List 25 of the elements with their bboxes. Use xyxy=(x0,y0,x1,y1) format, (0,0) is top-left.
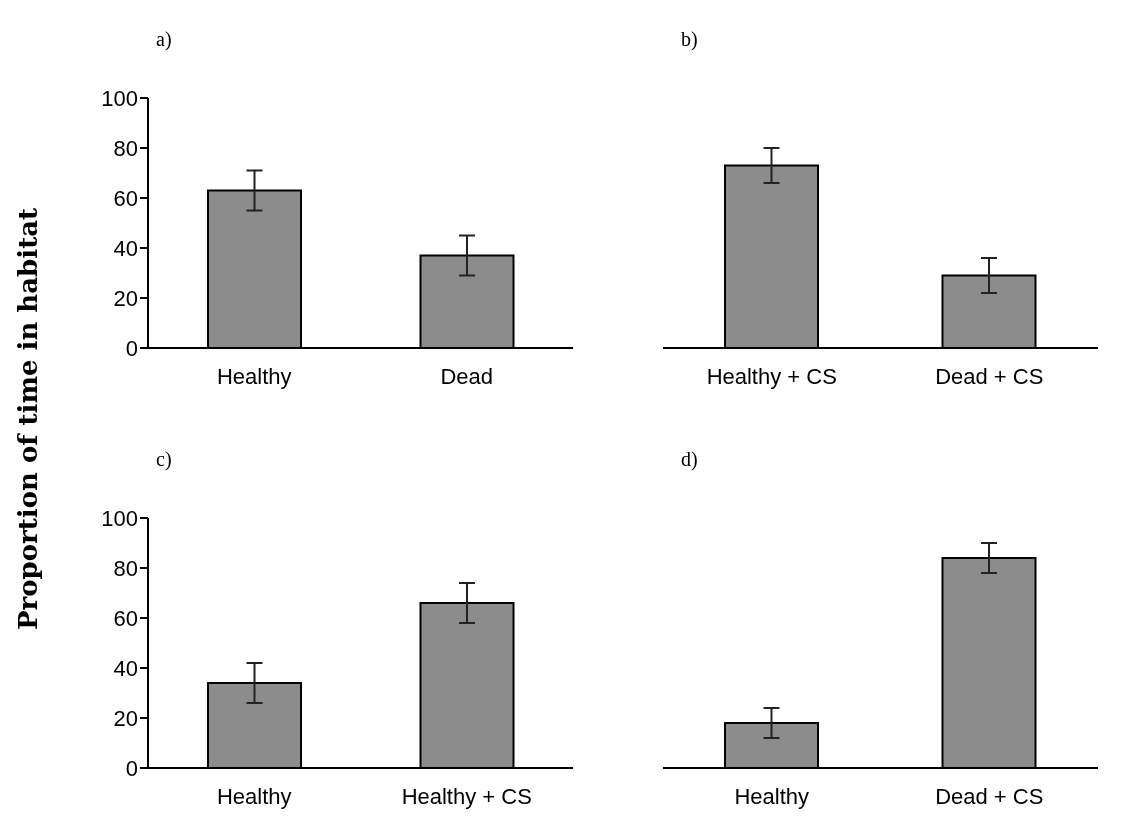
x-tick-label: Dead xyxy=(440,363,494,389)
y-tick-label: 0 xyxy=(125,335,138,361)
y-tick-label: 80 xyxy=(113,555,138,581)
y-tick-label: 60 xyxy=(113,605,138,631)
y-tick-label: 0 xyxy=(125,755,138,781)
y-tick-label: 40 xyxy=(113,235,138,261)
x-tick-label: Dead + CS xyxy=(935,363,1044,389)
y-tick-label: 60 xyxy=(113,185,138,211)
y-tick-label: 100 xyxy=(101,85,138,111)
x-tick-label: Healthy + CS xyxy=(401,783,532,809)
y-tick-label: 100 xyxy=(101,505,138,531)
chart-title: d) xyxy=(681,448,698,471)
x-tick-label: Healthy + CS xyxy=(706,363,837,389)
chart-title: b) xyxy=(681,28,698,51)
x-tick-label: Healthy xyxy=(216,363,292,389)
y-tick-label: 80 xyxy=(113,135,138,161)
y-tick-label: 20 xyxy=(113,285,138,311)
chart-title: a) xyxy=(156,28,172,51)
x-tick-label: Healthy xyxy=(216,783,292,809)
chart-title: c) xyxy=(156,448,172,471)
y-axis-title: Proportion of time in habitat xyxy=(13,207,43,631)
y-tick-label: 20 xyxy=(113,705,138,731)
y-tick-label: 40 xyxy=(113,655,138,681)
x-tick-label: Healthy xyxy=(734,783,810,809)
x-tick-label: Dead + CS xyxy=(935,783,1044,809)
